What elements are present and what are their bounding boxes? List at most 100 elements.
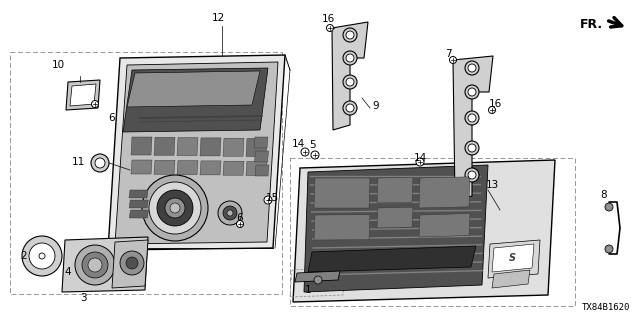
Circle shape	[165, 198, 185, 218]
Polygon shape	[177, 138, 198, 156]
Circle shape	[237, 220, 243, 228]
Circle shape	[264, 196, 272, 204]
Bar	[10, 52, 282, 294]
Polygon shape	[488, 240, 540, 278]
Text: S: S	[509, 253, 515, 263]
Polygon shape	[223, 138, 244, 156]
Polygon shape	[200, 161, 221, 175]
Polygon shape	[154, 160, 175, 174]
Polygon shape	[62, 237, 148, 292]
Circle shape	[346, 54, 354, 62]
Polygon shape	[177, 161, 198, 175]
Polygon shape	[492, 270, 530, 288]
Circle shape	[91, 154, 109, 172]
Circle shape	[157, 190, 193, 226]
Circle shape	[416, 158, 424, 166]
Text: 12: 12	[211, 13, 225, 23]
Circle shape	[95, 158, 105, 168]
Polygon shape	[293, 160, 555, 302]
Polygon shape	[332, 22, 368, 130]
Circle shape	[343, 75, 357, 89]
Polygon shape	[108, 55, 285, 250]
Circle shape	[343, 51, 357, 65]
Circle shape	[346, 104, 354, 112]
Circle shape	[29, 243, 55, 269]
Text: 14: 14	[291, 139, 305, 149]
Polygon shape	[129, 200, 148, 208]
Circle shape	[92, 100, 99, 108]
Polygon shape	[419, 177, 470, 208]
Circle shape	[465, 85, 479, 99]
Polygon shape	[314, 178, 370, 208]
Polygon shape	[66, 80, 100, 110]
Text: 5: 5	[310, 140, 316, 150]
Text: 8: 8	[601, 190, 607, 200]
Polygon shape	[492, 244, 534, 272]
Circle shape	[605, 203, 613, 211]
Circle shape	[449, 57, 456, 63]
Circle shape	[465, 168, 479, 182]
Polygon shape	[131, 137, 152, 155]
Polygon shape	[131, 160, 152, 174]
Polygon shape	[70, 84, 96, 106]
Circle shape	[468, 114, 476, 122]
Text: 3: 3	[80, 293, 86, 303]
Text: 6: 6	[109, 113, 115, 123]
Polygon shape	[246, 139, 267, 156]
Polygon shape	[377, 177, 413, 203]
Polygon shape	[129, 190, 148, 198]
Polygon shape	[115, 62, 278, 244]
Text: 13: 13	[485, 180, 499, 190]
Text: 14: 14	[413, 153, 427, 163]
Polygon shape	[419, 213, 470, 237]
Polygon shape	[453, 56, 493, 200]
Circle shape	[343, 101, 357, 115]
Circle shape	[149, 182, 201, 234]
Polygon shape	[223, 161, 244, 175]
Polygon shape	[154, 137, 175, 155]
Circle shape	[227, 210, 233, 216]
Text: 15: 15	[266, 193, 278, 203]
Circle shape	[39, 253, 45, 259]
Polygon shape	[314, 215, 370, 240]
Polygon shape	[255, 165, 269, 176]
Circle shape	[223, 206, 237, 220]
Circle shape	[605, 245, 613, 253]
Text: 9: 9	[372, 101, 380, 111]
Circle shape	[465, 141, 479, 155]
Circle shape	[468, 144, 476, 152]
Circle shape	[468, 88, 476, 96]
Polygon shape	[308, 246, 476, 272]
Polygon shape	[246, 162, 267, 175]
Circle shape	[142, 175, 208, 241]
Circle shape	[75, 245, 115, 285]
Circle shape	[120, 251, 144, 275]
Text: TX84B1620: TX84B1620	[582, 303, 630, 312]
Text: 6: 6	[237, 213, 243, 223]
Polygon shape	[295, 271, 340, 282]
Circle shape	[346, 31, 354, 39]
Text: 16: 16	[321, 14, 335, 24]
Circle shape	[82, 252, 108, 278]
Circle shape	[218, 201, 242, 225]
Polygon shape	[123, 68, 268, 132]
Circle shape	[343, 28, 357, 42]
Polygon shape	[127, 71, 260, 107]
Circle shape	[465, 111, 479, 125]
Circle shape	[468, 171, 476, 179]
Circle shape	[468, 64, 476, 72]
Polygon shape	[304, 165, 488, 292]
Circle shape	[301, 148, 309, 156]
Polygon shape	[129, 210, 148, 218]
Circle shape	[34, 248, 50, 264]
Circle shape	[465, 61, 479, 75]
Circle shape	[22, 236, 62, 276]
Polygon shape	[254, 137, 268, 148]
Circle shape	[488, 107, 495, 114]
Text: 1: 1	[305, 285, 311, 295]
Text: 4: 4	[65, 267, 71, 277]
Circle shape	[311, 151, 319, 159]
Polygon shape	[112, 240, 148, 288]
Text: 7: 7	[445, 49, 451, 59]
Circle shape	[314, 276, 322, 284]
